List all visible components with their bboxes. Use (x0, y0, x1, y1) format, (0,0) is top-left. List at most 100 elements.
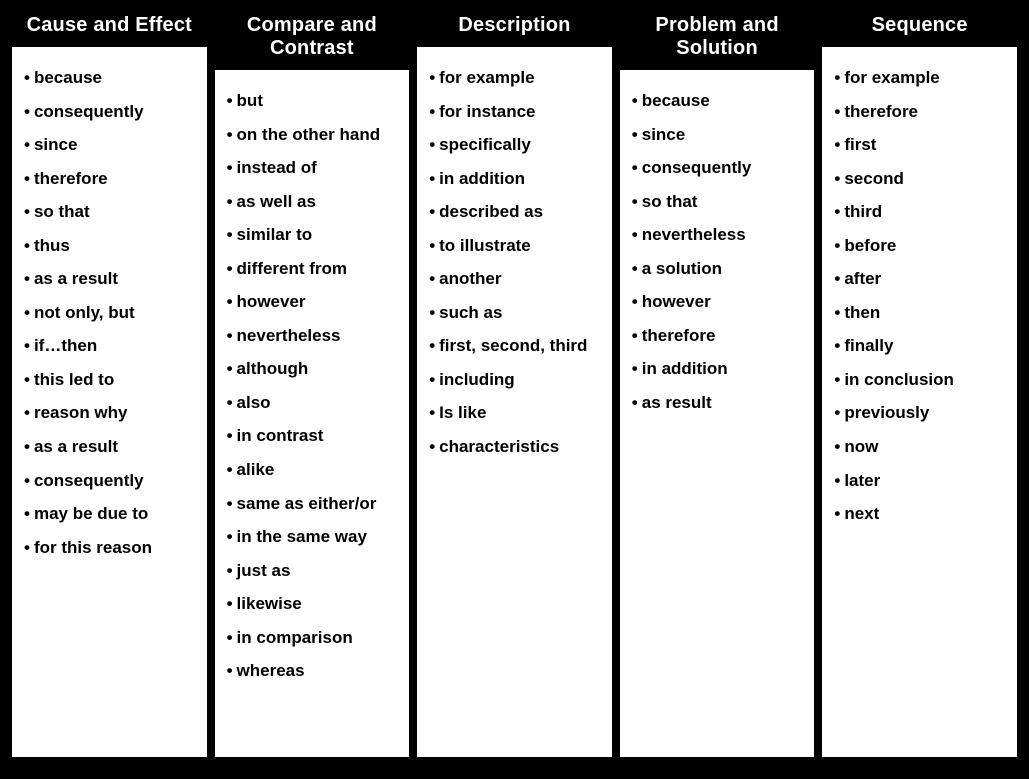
list-item-text: in comparison (237, 628, 353, 647)
list-item: •instead of (227, 151, 398, 185)
list-item: •first (834, 128, 1005, 162)
bullet-icon: • (429, 102, 435, 122)
list-item: •because (24, 61, 195, 95)
list-item: •for instance (429, 95, 600, 129)
bullet-icon: • (834, 437, 840, 457)
list-item: •although (227, 352, 398, 386)
column-body: •because•consequently•since•therefore•so… (12, 47, 207, 757)
column-body: •for example•for instance•specifically•i… (417, 47, 612, 757)
list-item: •same as either/or (227, 487, 398, 521)
list-item: •also (227, 386, 398, 420)
list-item-text: characteristics (439, 437, 559, 456)
list-item: •different from (227, 252, 398, 286)
list-item-text: first, second, third (439, 336, 587, 355)
list-item-text: another (439, 269, 501, 288)
bullet-icon: • (834, 370, 840, 390)
list-item: •a solution (632, 252, 803, 286)
list-item: •thus (24, 229, 195, 263)
list-item: •just as (227, 554, 398, 588)
list-item-text: in conclusion (844, 370, 954, 389)
list-item-text: first (844, 135, 876, 154)
column: Problem and Solution•because•since•conse… (620, 10, 815, 757)
list-item-text: in addition (439, 169, 525, 188)
list-item-text: because (642, 91, 710, 110)
bullet-icon: • (834, 202, 840, 222)
list-item-text: as a result (34, 437, 118, 456)
bullet-icon: • (834, 269, 840, 289)
column: Compare and Contrast•but•on the other ha… (215, 10, 410, 757)
list-item: •for example (429, 61, 600, 95)
list-item: •for example (834, 61, 1005, 95)
list-item-text: previously (844, 403, 929, 422)
list-item: •in addition (632, 352, 803, 386)
list-item-text: since (34, 135, 77, 154)
list-item-text: similar to (237, 225, 313, 244)
list-item-text: nevertheless (642, 225, 746, 244)
list-item: •characteristics (429, 430, 600, 464)
list-item-text: if…then (34, 336, 97, 355)
list-item-text: this led to (34, 370, 114, 389)
list-item: •finally (834, 329, 1005, 363)
list-item-text: for this reason (34, 538, 152, 557)
column-header: Cause and Effect (12, 10, 207, 47)
bullet-icon: • (632, 225, 638, 245)
bullet-icon: • (24, 437, 30, 457)
list-item-text: Is like (439, 403, 486, 422)
list-item: •consequently (24, 95, 195, 129)
bullet-icon: • (24, 303, 30, 323)
bullet-icon: • (429, 202, 435, 222)
list-item: •now (834, 430, 1005, 464)
bullet-icon: • (834, 303, 840, 323)
list-item-text: however (237, 292, 306, 311)
list-item-text: before (844, 236, 896, 255)
list-item: •nevertheless (227, 319, 398, 353)
bullet-icon: • (227, 393, 233, 413)
list-item: •such as (429, 296, 600, 330)
bullet-icon: • (834, 102, 840, 122)
list-item-text: nevertheless (237, 326, 341, 345)
list-item-text: however (642, 292, 711, 311)
list-item-text: may be due to (34, 504, 148, 523)
bullet-icon: • (227, 628, 233, 648)
list-item: •before (834, 229, 1005, 263)
list-item-text: reason why (34, 403, 128, 422)
list-item: •another (429, 262, 600, 296)
bullet-icon: • (429, 269, 435, 289)
column: Cause and Effect•because•consequently•si… (12, 10, 207, 757)
bullet-icon: • (24, 202, 30, 222)
list-item: •alike (227, 453, 398, 487)
list-item-text: a solution (642, 259, 722, 278)
list-item: •consequently (632, 151, 803, 185)
list-item-text: on the other hand (237, 125, 381, 144)
bullet-icon: • (227, 292, 233, 312)
list-item: •therefore (24, 162, 195, 196)
list-item: •may be due to (24, 497, 195, 531)
bullet-icon: • (632, 259, 638, 279)
bullet-icon: • (632, 326, 638, 346)
list-item-text: so that (34, 202, 90, 221)
list-item: •as a result (24, 430, 195, 464)
list-item-text: to illustrate (439, 236, 531, 255)
list-item: •however (632, 285, 803, 319)
bullet-icon: • (24, 336, 30, 356)
list-item: •so that (632, 185, 803, 219)
list-item: •later (834, 464, 1005, 498)
bullet-icon: • (429, 303, 435, 323)
signal-words-table: Cause and Effect•because•consequently•si… (0, 0, 1029, 779)
list-item-text: consequently (34, 471, 144, 490)
bullet-icon: • (429, 437, 435, 457)
list-item: •because (632, 84, 803, 118)
list-item: •next (834, 497, 1005, 531)
bullet-icon: • (227, 91, 233, 111)
list-item: •in comparison (227, 621, 398, 655)
list-item-text: then (844, 303, 880, 322)
list-item-text: after (844, 269, 881, 288)
bullet-icon: • (632, 91, 638, 111)
list-item: •so that (24, 195, 195, 229)
bullet-icon: • (429, 135, 435, 155)
list-item-text: alike (237, 460, 275, 479)
bullet-icon: • (834, 471, 840, 491)
list-item-text: specifically (439, 135, 531, 154)
list-item-text: because (34, 68, 102, 87)
list-item: •as well as (227, 185, 398, 219)
